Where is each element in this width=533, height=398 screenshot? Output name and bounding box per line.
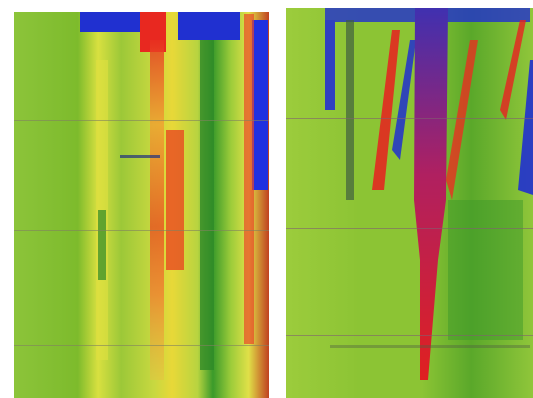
left-base <box>14 12 269 398</box>
dark-streak <box>346 20 354 200</box>
hline <box>286 118 533 119</box>
hline <box>14 120 269 121</box>
red-diagonal <box>500 20 526 120</box>
red-diagonal <box>372 30 400 190</box>
left-heatmap <box>14 12 269 398</box>
dark-band <box>330 345 530 348</box>
green-column <box>200 40 214 370</box>
green-patch <box>448 200 523 340</box>
top-blue <box>80 12 140 32</box>
main-streak <box>414 8 448 380</box>
red-column <box>150 40 164 380</box>
hline <box>286 228 533 229</box>
hline <box>286 335 533 336</box>
green-patch <box>98 210 106 280</box>
hline <box>14 345 269 346</box>
right-blue <box>252 20 268 190</box>
hline <box>14 230 269 231</box>
right-heatmap <box>286 8 533 398</box>
red-diagonal <box>446 40 478 200</box>
top-blue <box>178 12 240 40</box>
dark-line <box>120 155 160 158</box>
blue-diagonal <box>392 40 416 160</box>
blue-streak <box>325 20 335 110</box>
red-patch <box>166 130 184 270</box>
blue-edge <box>518 60 533 195</box>
right-red <box>244 14 254 344</box>
